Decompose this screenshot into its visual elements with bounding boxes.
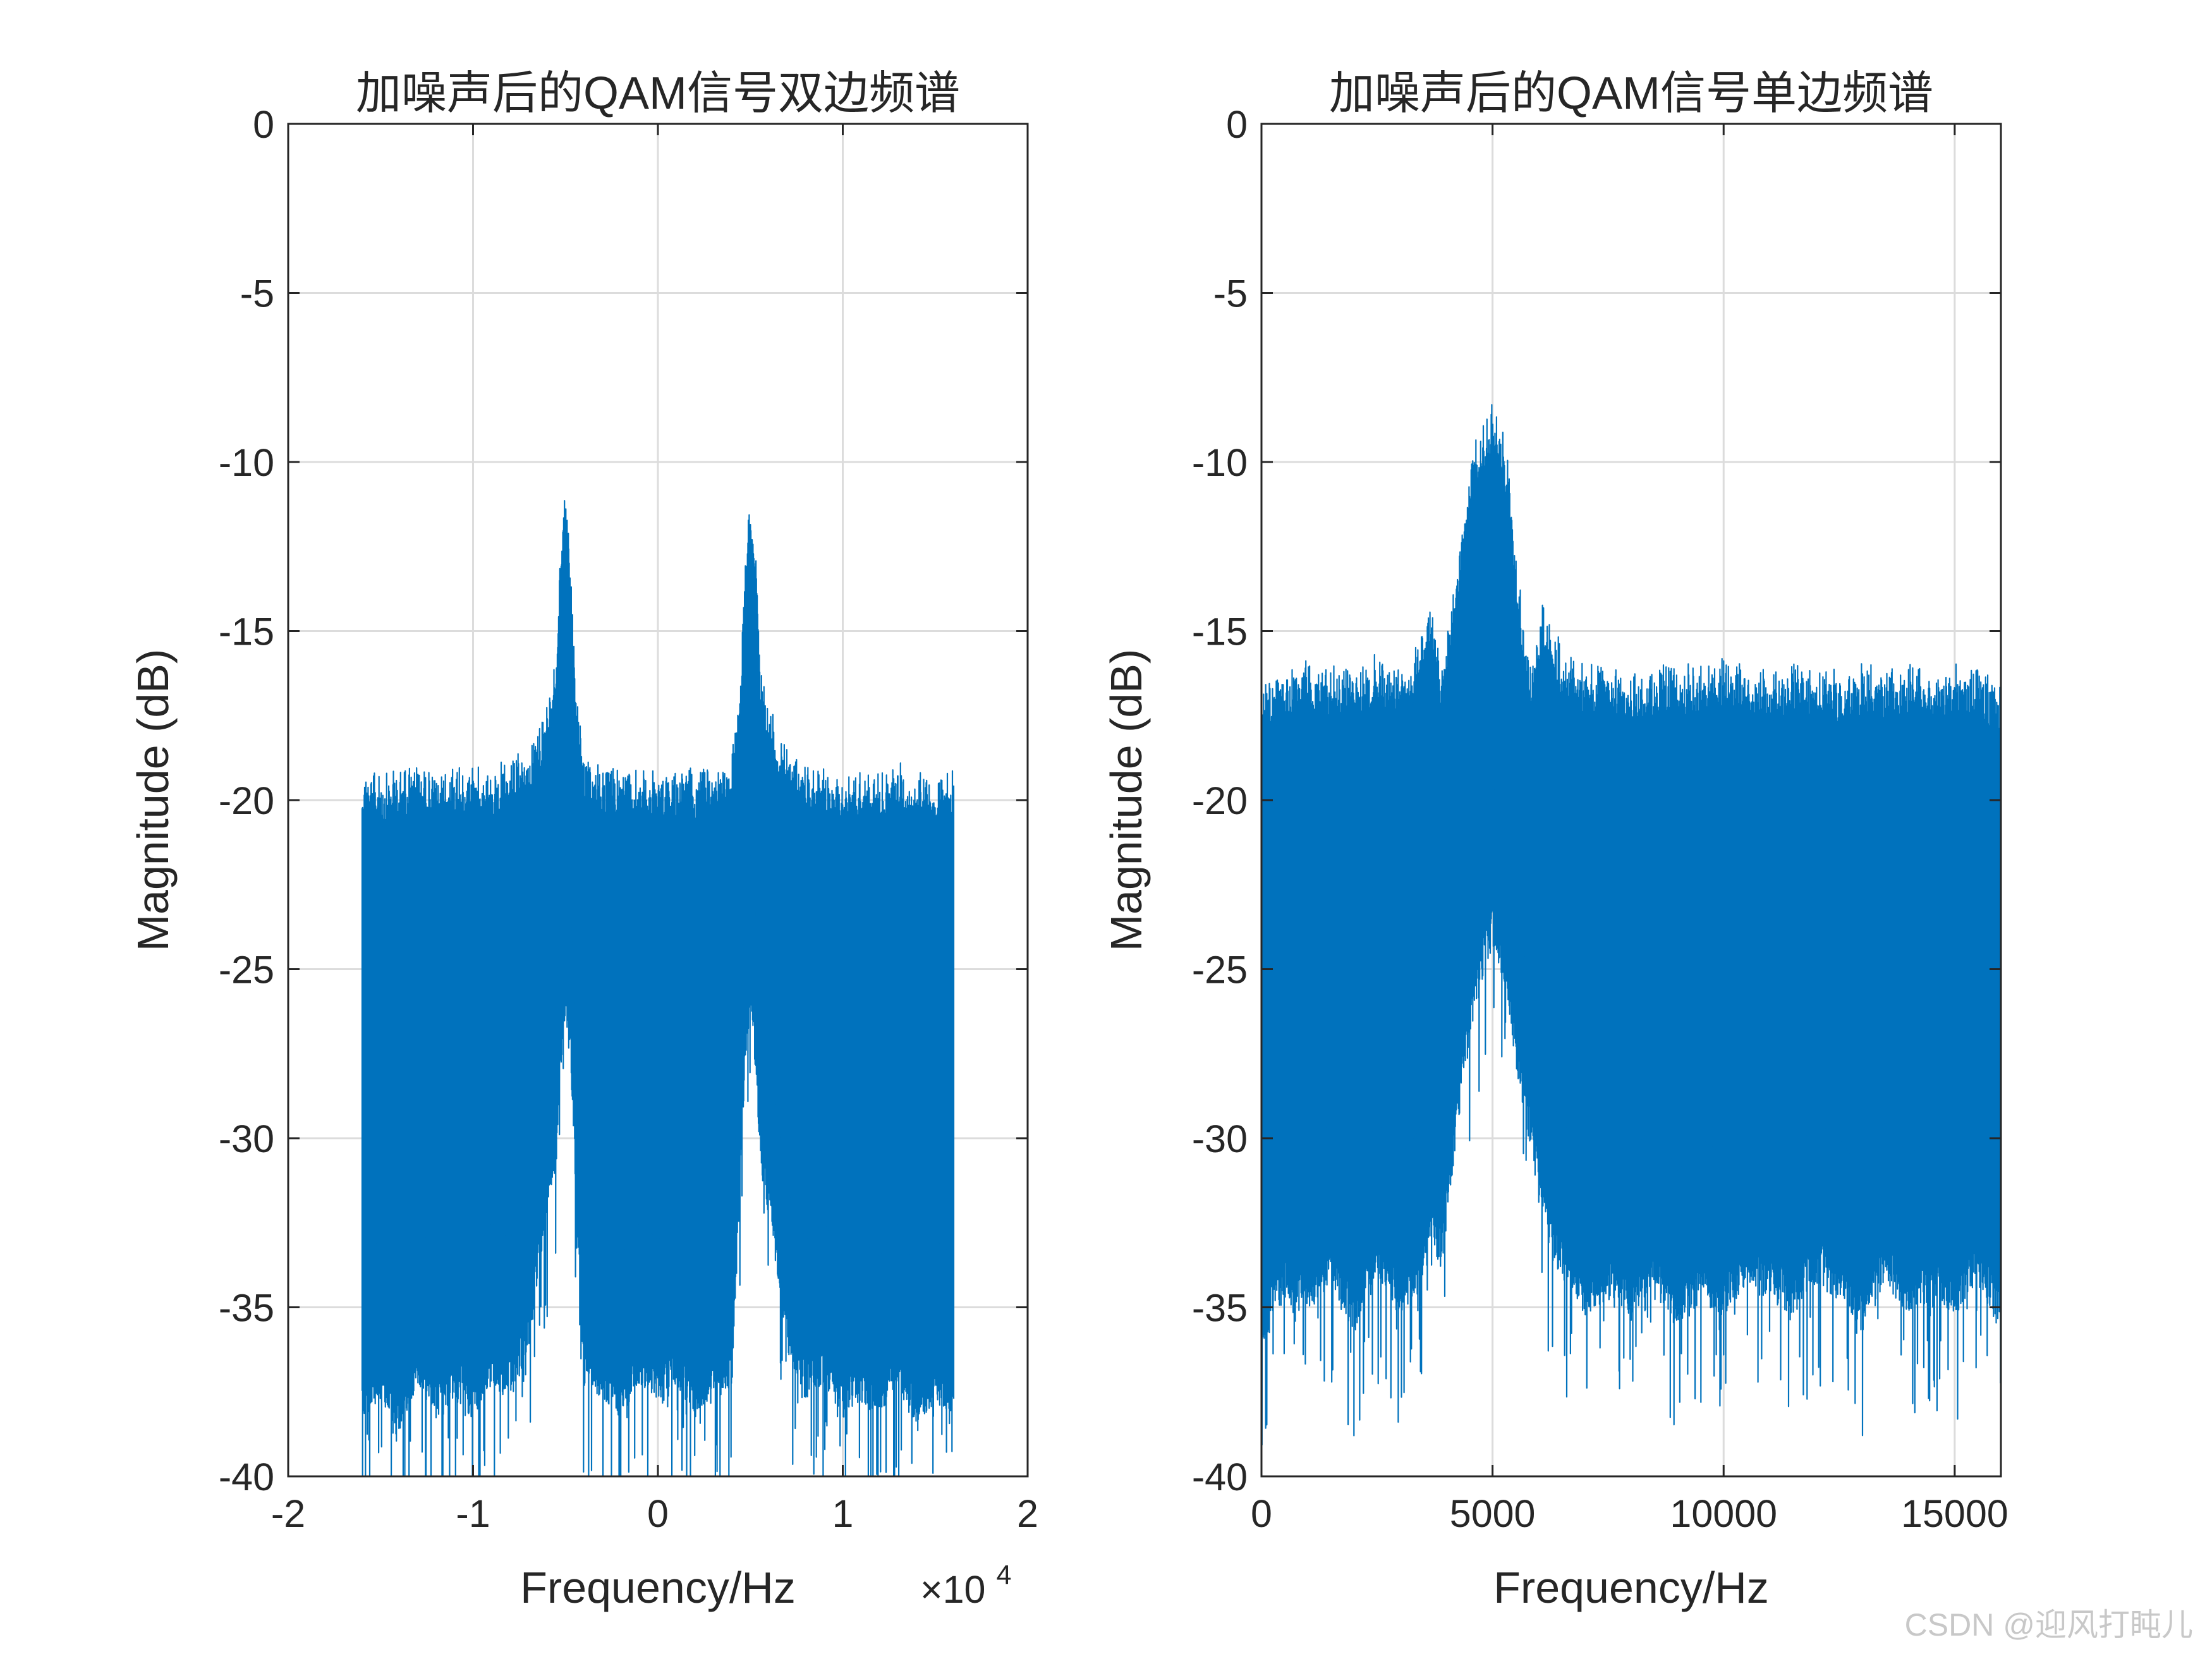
right-x-tick-label: 0 [1251,1492,1272,1535]
double-sided-spectrum-chart: -2 -1 0 1 20-5-10-15-20-25-30-35-40 加噪声后的QAM… [128,68,1038,1612]
right-chart-title: 加噪声后的QAM信号单边频谱 [1329,68,1933,119]
right-x-tick-label: 5000 [1450,1492,1536,1535]
right-y-tick-label: -30 [1192,1117,1248,1160]
left-y-axis-label: Magnitude (dB) [128,649,178,952]
left-spectrum-trace [361,500,955,1478]
right-y-tick-label: -5 [1213,272,1248,315]
single-sided-spectrum-chart: 0 5000 10000 150000-5-10-15-20-25-30-35-40 … [1102,68,2008,1612]
left-spectrum-core [362,547,954,1272]
right-x-tick-label: 15000 [1901,1492,2008,1535]
left-x-exponent-label: ×10 4 [920,1560,1011,1611]
left-y-tick-label: -15 [219,611,274,653]
left-y-tick-label: 0 [253,103,274,146]
right-y-tick-label: -10 [1192,441,1248,484]
right-y-tick-label: -40 [1192,1455,1248,1498]
left-y-tick-label: -40 [219,1455,274,1498]
right-y-tick-label: -25 [1192,949,1248,992]
right-ticks: 0 5000 10000 15000 0 -5 -10 -15 -20 -25 -30 -35 -40 [1192,103,2008,1535]
right-y-tick-label: -35 [1192,1287,1248,1330]
right-x-tick-label: 10000 [1670,1492,1777,1535]
left-chart-title: 加噪声后的QAM信号双边频谱 [356,68,960,119]
left-y-tick-label: -30 [219,1117,274,1160]
left-x-tick-label: 0 [647,1492,669,1535]
right-y-tick-label: -15 [1192,611,1248,653]
left-x-tick-label: 1 [832,1492,854,1535]
right-y-axis-label: Magnitude (dB) [1102,649,1151,952]
right-y-tick-label: 0 [1226,103,1248,146]
left-y-tick-label: -10 [219,441,274,484]
left-x-exponent-power: 4 [996,1560,1011,1590]
right-spectrum-core [1261,450,2001,1189]
left-ticks: -2 -1 0 1 20-5-10-15-20-25-30-35-40 [219,103,1038,1535]
left-x-tick-label: -1 [456,1492,490,1535]
right-spectrum-trace [1260,404,2002,1446]
watermark-text: CSDN @迎风打盹儿 [1905,1607,2193,1643]
left-x-tick-label: 2 [1017,1492,1038,1535]
left-y-tick-label: -20 [219,779,274,822]
left-x-exponent-base: ×10 [920,1568,985,1611]
right-y-tick-label: -20 [1192,779,1248,822]
left-y-tick-label: -35 [219,1287,274,1330]
left-x-tick-label: -2 [271,1492,305,1535]
right-x-axis-label: Frequency/Hz [1493,1563,1769,1612]
left-y-tick-label: -25 [219,949,274,992]
left-y-tick-label: -5 [240,272,274,315]
left-x-axis-label: Frequency/Hz [520,1563,796,1612]
